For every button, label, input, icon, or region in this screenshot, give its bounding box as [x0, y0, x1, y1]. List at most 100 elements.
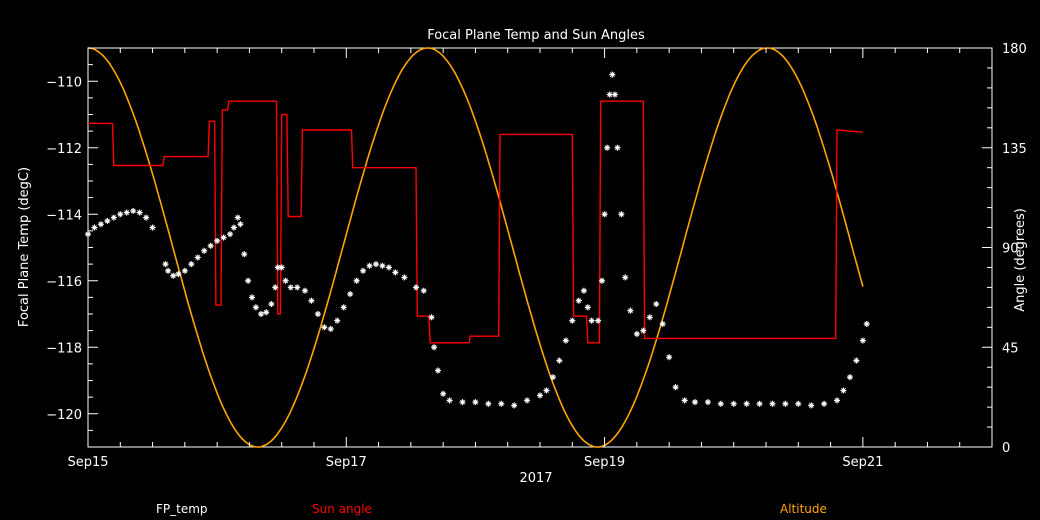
fp-temp-point-stroke	[705, 399, 711, 405]
fp-temp-point-stroke	[435, 368, 441, 373]
fp-temp-point	[372, 261, 379, 268]
fp-temp-point-stroke	[373, 261, 379, 267]
legend-fp-temp: FP_temp	[156, 502, 208, 516]
fp-temp-point	[459, 399, 466, 406]
fp-temp-point	[653, 301, 660, 308]
series-altitude-line	[87, 47, 864, 448]
fp-temp-point	[91, 224, 98, 231]
fp-temp-point-stroke	[660, 321, 666, 327]
fp-temp-point	[646, 314, 653, 321]
fp-temp-point	[498, 400, 505, 407]
fp-temp-point-stroke	[460, 399, 465, 405]
fp-temp-point-stroke	[208, 243, 214, 249]
fp-temp-point	[353, 277, 360, 284]
fp-temp-point	[143, 214, 150, 221]
fp-temp-point-stroke	[618, 211, 624, 217]
fp-temp-point	[618, 211, 625, 218]
fp-temp-point-stroke	[182, 268, 188, 274]
fp-temp-point	[170, 272, 177, 279]
fp-temp-point-stroke	[602, 211, 608, 217]
fp-temp-point	[385, 264, 392, 271]
y-tick-label-left: −116	[46, 275, 82, 290]
fp-temp-point-stroke	[834, 397, 840, 403]
fp-temp-point	[245, 277, 252, 284]
fp-temp-point-stroke	[585, 304, 591, 310]
fp-temp-point	[360, 267, 367, 274]
fp-temp-point	[575, 297, 582, 304]
y-tick-label-right: 90	[1002, 242, 1019, 257]
fp-temp-point	[808, 402, 815, 409]
fp-temp-point-stroke	[731, 401, 737, 407]
fp-temp-point	[130, 207, 137, 214]
fp-temp-point-stroke	[379, 263, 385, 269]
fp-temp-point	[272, 284, 279, 291]
fp-temp-point	[340, 304, 347, 311]
fp-temp-point-stroke	[401, 274, 407, 280]
fp-temp-point-stroke	[447, 397, 453, 403]
fp-temp-point-stroke	[235, 215, 241, 221]
fp-temp-point-stroke	[431, 344, 437, 350]
fp-temp-point-stroke	[249, 294, 255, 300]
fp-temp-point-stroke	[245, 278, 251, 284]
fp-temp-point-stroke	[253, 304, 259, 310]
fp-temp-point	[672, 384, 679, 391]
fp-temp-point	[549, 374, 556, 381]
fp-temp-point	[681, 397, 688, 404]
fp-temp-point-stroke	[556, 358, 562, 364]
fp-temp-point	[308, 297, 315, 304]
fp-temp-point-stroke	[413, 284, 419, 290]
fp-temp-point-stroke	[263, 309, 269, 315]
fp-temp-point	[392, 269, 399, 276]
fp-temp-point-stroke	[498, 401, 504, 407]
fp-temp-point-stroke	[354, 278, 360, 284]
fp-temp-point	[859, 337, 866, 344]
fp-temp-point-stroke	[864, 321, 870, 327]
fp-temp-point-stroke	[347, 291, 353, 297]
fp-temp-point-stroke	[581, 288, 587, 294]
fp-temp-point	[863, 320, 870, 327]
fp-temp-point-stroke	[622, 274, 628, 280]
legend-sun-angle: Sun angle	[312, 502, 372, 516]
fp-temp-point	[821, 400, 828, 407]
fp-temp-point	[595, 317, 602, 324]
fp-temp-point-stroke	[150, 225, 156, 231]
fp-temp-point	[287, 284, 294, 291]
fp-temp-point-stroke	[130, 208, 136, 214]
fp-temp-point-stroke	[595, 318, 601, 324]
fp-temp-point	[379, 262, 386, 269]
fp-temp-point	[104, 217, 111, 224]
fp-temp-point	[220, 234, 227, 241]
x-tick-label: Sep21	[842, 455, 883, 470]
fp-temp-point-stroke	[782, 401, 788, 407]
fp-temp-point-stroke	[673, 384, 679, 390]
fp-temp-point-stroke	[170, 273, 176, 279]
fp-temp-point-stroke	[609, 72, 615, 78]
chart-title: Focal Plane Temp and Sun Angles	[427, 28, 645, 43]
x-tick-label: Sep17	[326, 455, 367, 470]
fp-temp-point-stroke	[275, 264, 281, 270]
fp-temp-point	[611, 91, 618, 98]
fp-temp-point-stroke	[308, 298, 314, 304]
fp-temp-point	[666, 354, 673, 361]
fp-temp-point	[230, 224, 237, 231]
fp-temp-point-stroke	[104, 218, 110, 224]
fp-temp-point	[428, 314, 435, 321]
fp-temp-point-stroke	[607, 92, 613, 98]
fp-temp-point	[234, 214, 241, 221]
fp-temp-point	[584, 304, 591, 311]
y-tick-label-right: 180	[1002, 42, 1027, 57]
fp-temp-point-stroke	[117, 211, 123, 217]
fp-temp-point-stroke	[429, 314, 434, 320]
fp-temp-point	[614, 144, 621, 151]
fp-temp-point-stroke	[604, 145, 610, 151]
fp-temp-point	[627, 307, 634, 314]
fp-temp-point-stroke	[847, 374, 853, 380]
fp-temp-point-stroke	[666, 354, 672, 360]
fp-temp-point	[588, 317, 595, 324]
fp-temp-point-stroke	[321, 324, 327, 330]
fp-temp-point	[609, 71, 616, 78]
fp-temp-point-stroke	[258, 311, 264, 317]
fp-temp-point	[194, 254, 201, 261]
y-axis-label-right: Angle (degrees)	[1013, 208, 1028, 312]
